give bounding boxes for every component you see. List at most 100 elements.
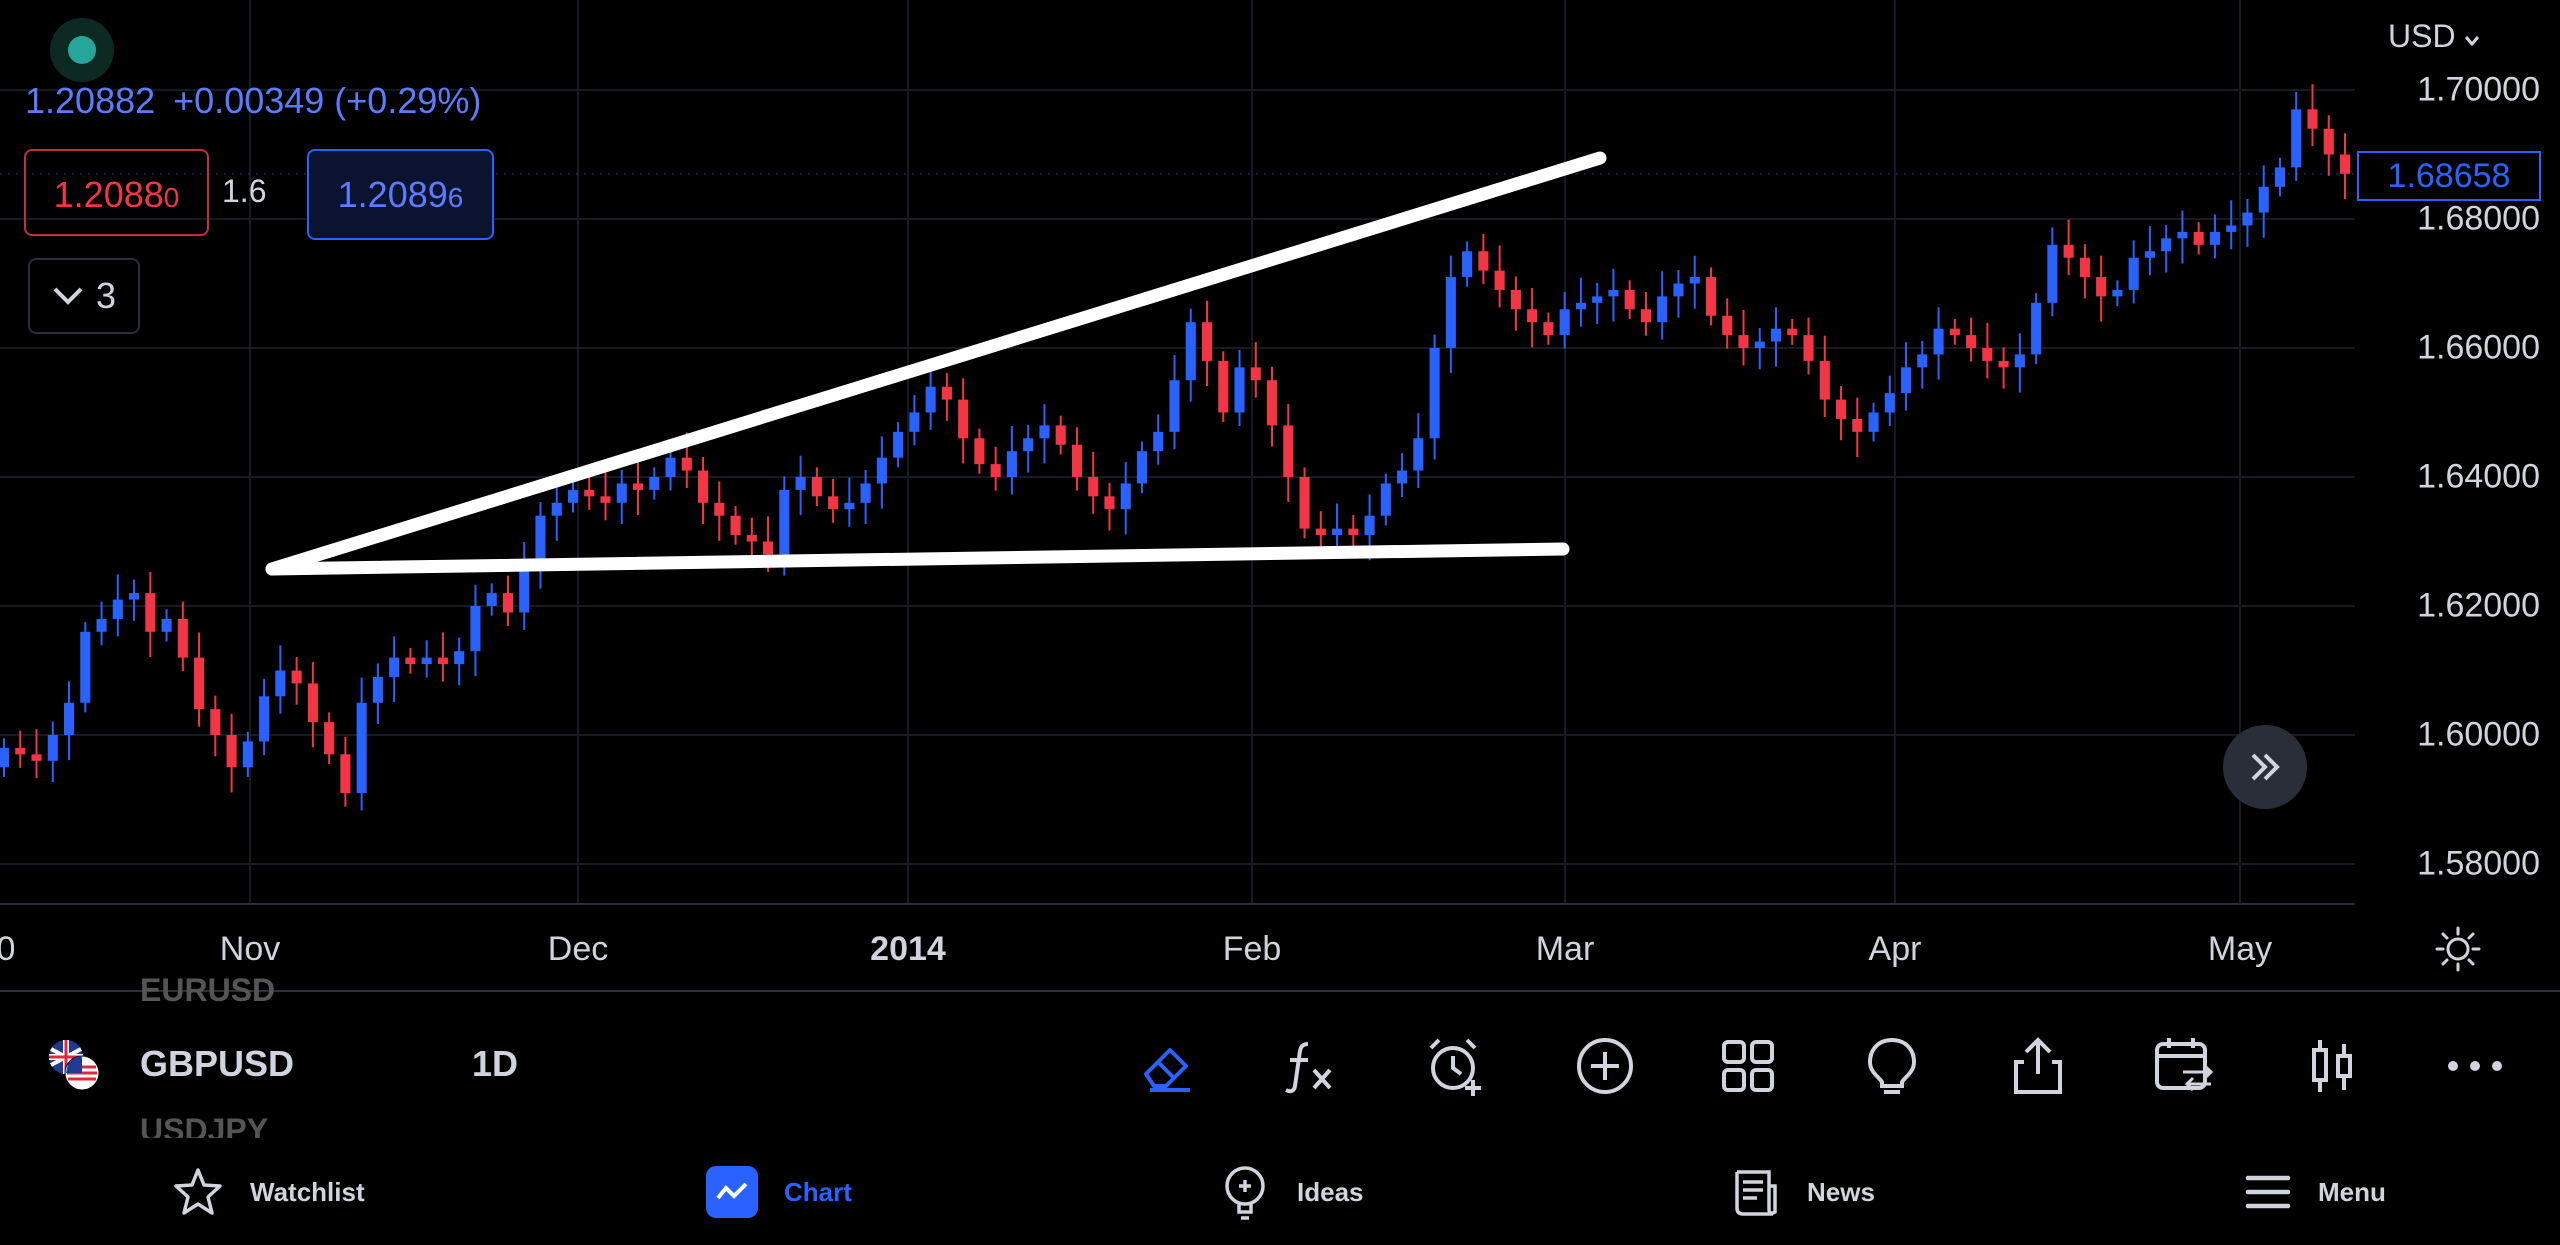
candle-body bbox=[1153, 431, 1164, 452]
theme-toggle-sun-icon[interactable] bbox=[2434, 925, 2482, 973]
interval-selector[interactable]: 1D bbox=[472, 1043, 519, 1084]
lower-support-line bbox=[265, 542, 1570, 576]
candle-body bbox=[1884, 393, 1895, 413]
candle-body bbox=[1413, 438, 1424, 471]
add-alert-button[interactable] bbox=[1420, 1031, 1490, 1101]
nav-watchlist[interactable]: Watchlist bbox=[172, 1162, 365, 1222]
price-label: 1.60000 bbox=[2417, 715, 2540, 754]
plus-circle-icon bbox=[1577, 1038, 1633, 1094]
chart-pane[interactable]: 1.20882 +0.00349 (+0.29%) 1.20880 1.6 1.2… bbox=[0, 0, 2355, 905]
candle-body bbox=[1429, 348, 1440, 439]
candle-body bbox=[925, 386, 936, 413]
nav-menu[interactable]: Menu bbox=[2244, 1162, 2386, 1222]
layouts-button[interactable] bbox=[1713, 1031, 1783, 1101]
candle-body bbox=[291, 670, 302, 684]
candle-body bbox=[746, 535, 757, 542]
candle-body bbox=[1120, 483, 1131, 510]
candle-body bbox=[860, 483, 871, 503]
candle-body bbox=[714, 502, 725, 516]
candle-body bbox=[1722, 315, 1733, 336]
candle-body bbox=[1169, 380, 1180, 432]
candle-body bbox=[1933, 328, 1944, 355]
sell-button[interactable]: 1.20880 bbox=[24, 149, 209, 236]
candle-body bbox=[2323, 128, 2334, 155]
nav-chart-label: Chart bbox=[784, 1176, 852, 1207]
candlestick-chart[interactable] bbox=[0, 0, 2355, 905]
candle-body bbox=[1998, 360, 2009, 368]
candle-body bbox=[1949, 328, 1960, 336]
candle-body bbox=[974, 438, 985, 465]
candle-body bbox=[1006, 451, 1017, 477]
price-label: 1.68000 bbox=[2417, 199, 2540, 238]
currency-selector[interactable]: USD bbox=[2388, 18, 2480, 55]
function-fx-icon bbox=[1285, 1042, 1332, 1094]
candle-body bbox=[259, 696, 270, 742]
news-icon bbox=[1735, 1170, 1777, 1216]
date-label: 0 bbox=[0, 930, 16, 968]
candle-body bbox=[1673, 283, 1684, 297]
nav-ideas[interactable]: Ideas bbox=[1219, 1162, 1364, 1222]
candle-body bbox=[1657, 296, 1668, 323]
share-icon bbox=[2014, 1037, 2062, 1094]
candle-body bbox=[649, 477, 660, 490]
nav-news-label: News bbox=[1807, 1176, 1875, 1207]
indicators-count: 3 bbox=[95, 275, 117, 316]
nav-chart[interactable]: Chart bbox=[706, 1162, 852, 1222]
drawings bbox=[265, 151, 1607, 576]
candle-body bbox=[1966, 335, 1977, 348]
lightbulb-icon bbox=[1867, 1037, 1917, 1094]
candle-body bbox=[356, 702, 367, 794]
candle-body bbox=[2161, 238, 2172, 252]
candle-body bbox=[535, 515, 546, 568]
share-button[interactable] bbox=[2003, 1031, 2073, 1101]
star-icon bbox=[174, 1168, 222, 1215]
candle-body bbox=[1852, 418, 1863, 432]
price-header: 1.20882 +0.00349 (+0.29%) bbox=[25, 80, 499, 122]
candle-body bbox=[96, 618, 107, 632]
date-label: 2014 bbox=[870, 930, 946, 968]
candle-body bbox=[1445, 277, 1456, 348]
candle-body bbox=[1185, 322, 1196, 381]
candle-body bbox=[145, 593, 156, 632]
candle-body bbox=[1380, 483, 1391, 516]
candle-body bbox=[2112, 289, 2123, 297]
candle-body bbox=[15, 747, 26, 755]
current-price-label: 1.68658 bbox=[2357, 151, 2541, 201]
more-button[interactable] bbox=[2440, 1031, 2510, 1101]
nav-news[interactable]: News bbox=[1729, 1162, 1875, 1222]
candle-body bbox=[486, 593, 497, 606]
go-to-date-button[interactable] bbox=[2148, 1031, 2218, 1101]
chart-toolbar bbox=[0, 990, 2560, 1140]
candle-body bbox=[2144, 251, 2155, 258]
candle-body bbox=[2291, 109, 2302, 168]
candle-body bbox=[600, 496, 611, 503]
indicators-button[interactable] bbox=[1275, 1031, 1345, 1101]
add-button[interactable] bbox=[1570, 1031, 1640, 1101]
candle-body bbox=[1754, 341, 1765, 348]
bid-price-sup: 0 bbox=[163, 182, 180, 213]
price-axis[interactable]: USD 1.70000 1.68000 1.66000 1.64000 1.62… bbox=[2355, 0, 2560, 990]
candle-body bbox=[275, 670, 286, 697]
symbol-selector[interactable]: GBPUSD bbox=[140, 1043, 295, 1084]
scroll-to-realtime-button[interactable] bbox=[2223, 725, 2307, 809]
candle-body bbox=[1348, 528, 1359, 536]
candle-body bbox=[1462, 251, 1473, 278]
candle-body bbox=[2258, 186, 2269, 213]
ask-price-sup: 6 bbox=[447, 182, 464, 213]
price-label: 1.70000 bbox=[2417, 70, 2540, 109]
price-change: +0.00349 (+0.29%) bbox=[173, 80, 482, 121]
ideas-tool-button[interactable] bbox=[1857, 1031, 1927, 1101]
indicators-toggle[interactable]: 3 bbox=[28, 258, 140, 334]
alarm-clock-plus-icon bbox=[1429, 1038, 1481, 1096]
candle-body bbox=[1803, 335, 1814, 361]
candle-body bbox=[1559, 309, 1570, 336]
candle-body bbox=[242, 741, 253, 768]
time-axis[interactable]: 0 Nov Dec 2014 Feb Mar Apr May bbox=[0, 905, 2355, 990]
chart-type-button[interactable] bbox=[2297, 1031, 2367, 1101]
price-label: 1.62000 bbox=[2417, 586, 2540, 625]
currency-flags-icon bbox=[49, 1040, 100, 1091]
eraser-tool-button[interactable] bbox=[1133, 1031, 1203, 1101]
buy-button[interactable]: 1.20896 bbox=[307, 149, 494, 240]
candle-body bbox=[1267, 380, 1278, 426]
candle-body bbox=[1494, 270, 1505, 290]
